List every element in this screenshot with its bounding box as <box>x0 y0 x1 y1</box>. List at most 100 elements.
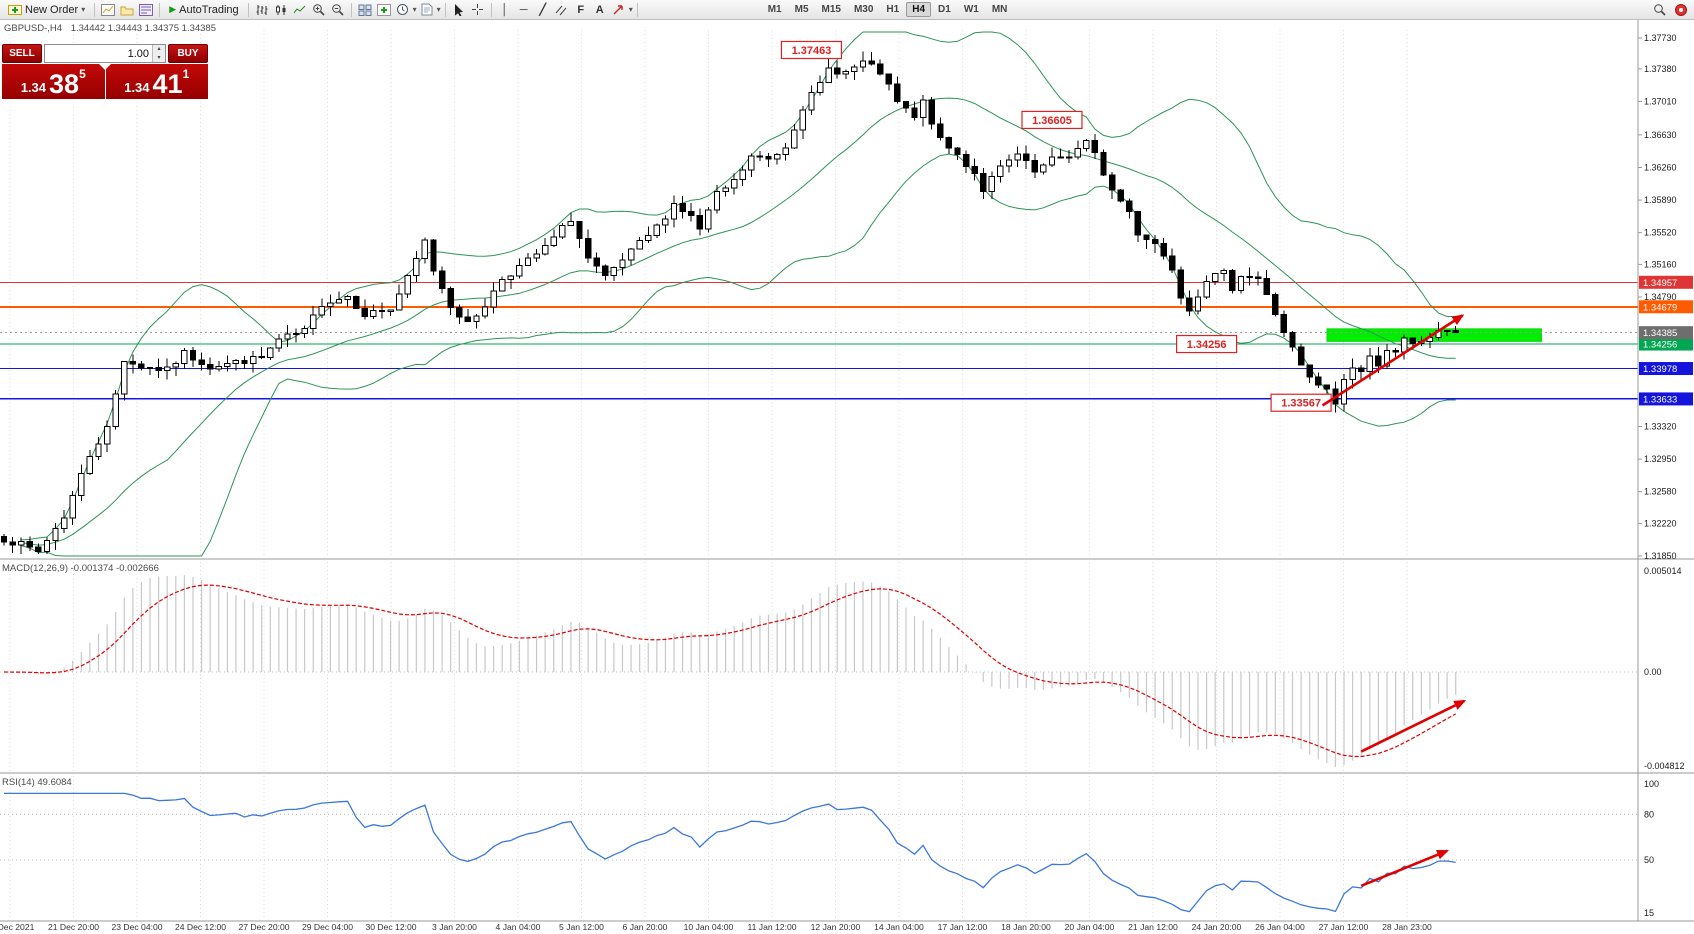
timeframe-d1[interactable]: D1 <box>938 4 951 15</box>
tile-windows-icon[interactable] <box>356 2 374 18</box>
svg-text:1.33567: 1.33567 <box>1281 398 1321 410</box>
divider <box>159 2 161 17</box>
svg-text:5 Jan 12:00: 5 Jan 12:00 <box>559 922 604 932</box>
horizontal-lines[interactable] <box>0 281 1638 400</box>
crosshair-icon[interactable] <box>469 2 487 18</box>
svg-text:26 Jan 04:00: 26 Jan 04:00 <box>1255 922 1305 932</box>
svg-text:1.37010: 1.37010 <box>1644 96 1677 106</box>
vertical-line-tool-icon[interactable]: │ <box>501 3 509 16</box>
indicators-icon[interactable] <box>375 2 393 18</box>
svg-text:24 Jan 20:00: 24 Jan 20:00 <box>1192 922 1242 932</box>
volume-value[interactable]: 1.00 <box>127 47 149 60</box>
play-icon: ▶ <box>169 4 177 14</box>
timeframe-m5[interactable]: M5 <box>794 4 809 15</box>
volume-stepper[interactable]: ▴ ▾ <box>152 45 165 62</box>
bar-chart-icon[interactable] <box>253 2 271 18</box>
svg-text:15: 15 <box>1644 908 1654 918</box>
alert-icon[interactable] <box>1675 3 1687 16</box>
zoom-in-icon[interactable] <box>310 2 328 18</box>
svg-text:1.35160: 1.35160 <box>1644 259 1677 269</box>
trend-arrow[interactable] <box>1360 849 1449 888</box>
trend-arrow[interactable] <box>1360 699 1467 753</box>
profiles-icon[interactable] <box>118 2 136 18</box>
timeframe-mn[interactable]: MN <box>991 4 1008 15</box>
divider <box>247 2 249 17</box>
divider <box>444 2 446 17</box>
fibonacci-tool-icon[interactable]: F <box>577 3 585 16</box>
svg-text:1.32950: 1.32950 <box>1644 454 1677 464</box>
svg-text:1.36630: 1.36630 <box>1644 130 1677 140</box>
svg-text:-0.004812: -0.004812 <box>1644 761 1685 771</box>
svg-text:6 Jan 20:00: 6 Jan 20:00 <box>623 922 668 932</box>
timeframe-m15[interactable]: M15 <box>821 4 841 15</box>
svg-text:1.35890: 1.35890 <box>1644 195 1677 205</box>
svg-text:30 Dec 12:00: 30 Dec 12:00 <box>365 922 416 932</box>
indicator-panels <box>0 574 1638 913</box>
macd-label: MACD(12,26,9) -0.001374 -0.002666 <box>2 563 159 574</box>
autotrading-button[interactable]: ▶ AutoTrading <box>164 2 243 18</box>
svg-text:14 Jan 04:00: 14 Jan 04:00 <box>874 922 924 932</box>
svg-text:17 Jan 12:00: 17 Jan 12:00 <box>938 922 988 932</box>
periods-icon[interactable] <box>394 2 412 18</box>
trend-arrow[interactable] <box>1321 314 1465 407</box>
candlestick-chart-icon[interactable] <box>272 2 290 18</box>
price-axis[interactable]: 1.37730 1.37380 1.37010 1.36630 1.36260 1.358… <box>0 20 1694 922</box>
price-callout[interactable] <box>1021 110 1083 130</box>
channel-tool-icon[interactable] <box>553 2 571 18</box>
timeframe-h4[interactable]: H4 <box>906 2 932 17</box>
divider <box>490 2 492 17</box>
svg-text:21 Dec 2021: 21 Dec 2021 <box>0 922 35 932</box>
bollinger-lower <box>21 153 1456 557</box>
data-window-icon[interactable] <box>137 2 155 18</box>
volume-field[interactable]: 1.00 ▴ ▾ <box>44 44 166 63</box>
one-click-trading-panel: SELL 1.00 ▴ ▾ BUY 1.34 38 5 1.34 41 1 <box>2 44 208 99</box>
new-order-button[interactable]: New Order ▾ <box>3 2 90 18</box>
buy-button[interactable]: BUY <box>168 44 208 63</box>
price-callout[interactable] <box>780 40 843 60</box>
chart-ohlc-header: GBPUSD-,H4 1.34442 1.34443 1.34375 1.343… <box>4 23 222 34</box>
arrows-tool-icon[interactable] <box>610 2 628 18</box>
divider <box>636 2 638 17</box>
sell-price[interactable]: 1.34 38 5 <box>2 64 105 99</box>
charts-window-icon[interactable] <box>99 2 117 18</box>
text-tool-icon[interactable]: A <box>595 3 604 16</box>
price-callout[interactable] <box>1270 393 1332 412</box>
timeframe-w1[interactable]: W1 <box>963 4 979 15</box>
symbol-ohlc: 1.34442 1.34443 1.34375 1.34385 <box>70 23 216 34</box>
timeframe-h1[interactable]: H1 <box>886 4 900 15</box>
svg-text:24 Dec 12:00: 24 Dec 12:00 <box>175 922 226 932</box>
svg-text:1.37380: 1.37380 <box>1644 64 1677 74</box>
svg-text:1.34957: 1.34957 <box>1643 278 1677 289</box>
svg-text:1.33978: 1.33978 <box>1643 364 1677 375</box>
timeframe-m30[interactable]: M30 <box>853 4 874 15</box>
search-icon[interactable] <box>1651 2 1669 18</box>
templates-icon[interactable] <box>418 2 436 18</box>
symbol-title: GBPUSD-,H4 <box>4 23 63 34</box>
svg-text:4 Jan 04:00: 4 Jan 04:00 <box>496 922 541 932</box>
new-order-label: New Order <box>25 3 79 16</box>
svg-text:1.34790: 1.34790 <box>1644 292 1677 302</box>
annotations[interactable]: 1.37463 1.36605 1.34256 1.33567 <box>780 40 1467 888</box>
spin-up-icon[interactable]: ▴ <box>153 45 165 54</box>
svg-text:20 Jan 04:00: 20 Jan 04:00 <box>1065 922 1115 932</box>
chevron-down-icon[interactable]: ▾ <box>412 5 417 14</box>
chevron-down-icon[interactable]: ▾ <box>436 5 441 14</box>
cursor-icon[interactable] <box>450 2 468 18</box>
timeframe-m1[interactable]: M1 <box>767 4 782 15</box>
svg-text:11 Jan 12:00: 11 Jan 12:00 <box>747 922 796 932</box>
trendline-tool-icon[interactable]: ╱ <box>539 4 546 16</box>
chevron-down-icon[interactable]: ▾ <box>628 5 633 14</box>
svg-text:80: 80 <box>1644 809 1654 819</box>
svg-text:10 Jan 04:00: 10 Jan 04:00 <box>684 922 734 932</box>
sell-button[interactable]: SELL <box>2 44 42 63</box>
horizontal-line-tool-icon[interactable]: ─ <box>519 3 528 16</box>
line-chart-icon[interactable] <box>291 2 309 18</box>
svg-text:21 Jan 12:00: 21 Jan 12:00 <box>1128 922 1178 932</box>
spin-down-icon[interactable]: ▾ <box>153 53 165 62</box>
zoom-out-icon[interactable] <box>329 2 347 18</box>
bollinger-bands <box>21 31 1456 557</box>
price-callout[interactable] <box>1175 334 1238 354</box>
buy-price[interactable]: 1.34 41 1 <box>105 64 208 99</box>
grid: 21 Dec 2021 21 Dec 20:00 23 Dec 04:00 24 De… <box>0 30 1432 932</box>
